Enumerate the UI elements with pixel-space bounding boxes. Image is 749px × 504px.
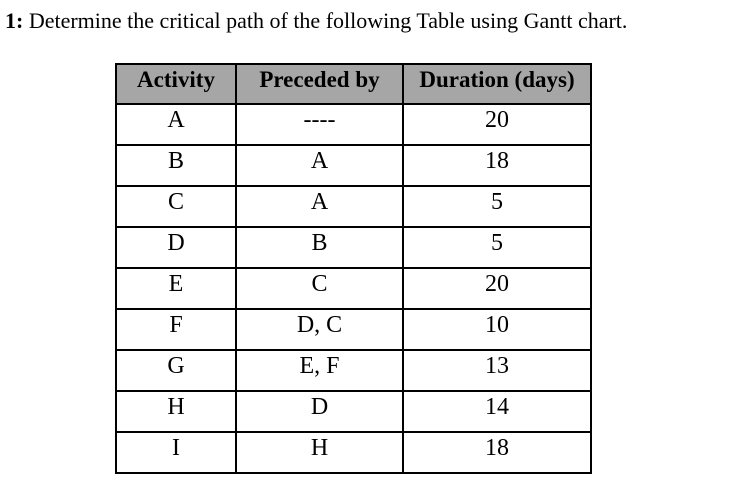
table-header-row: Activity Preceded by Duration (days) [115, 63, 592, 105]
cell-activity: G [115, 349, 237, 392]
table-row: F D, C 10 [115, 308, 592, 351]
cell-preceded-by: ---- [235, 103, 404, 146]
cell-activity: D [115, 226, 237, 269]
cell-preceded-by: A [235, 185, 404, 228]
cell-duration: 14 [402, 390, 592, 433]
question-number: 1: [5, 8, 24, 33]
cell-activity: C [115, 185, 237, 228]
table-row: E C 20 [115, 267, 592, 310]
table-row: B A 18 [115, 144, 592, 187]
table-row: A ---- 20 [115, 103, 592, 146]
table-row: G E, F 13 [115, 349, 592, 392]
cell-activity: B [115, 144, 237, 187]
header-duration-days: Duration (days) [402, 63, 592, 105]
table-row: D B 5 [115, 226, 592, 269]
cell-activity: E [115, 267, 237, 310]
question-title: 1: Determine the critical path of the fo… [5, 6, 627, 36]
cell-preceded-by: C [235, 267, 404, 310]
cell-activity: H [115, 390, 237, 433]
cell-preceded-by: E, F [235, 349, 404, 392]
cell-duration: 5 [402, 226, 592, 269]
cell-duration: 18 [402, 431, 592, 474]
header-preceded-by: Preceded by [235, 63, 404, 105]
cell-duration: 5 [402, 185, 592, 228]
table-row: H D 14 [115, 390, 592, 433]
cell-duration: 13 [402, 349, 592, 392]
cell-duration: 20 [402, 103, 592, 146]
table-row: I H 18 [115, 431, 592, 474]
question-text: Determine the critical path of the follo… [28, 8, 628, 33]
cell-preceded-by: H [235, 431, 404, 474]
cell-activity: F [115, 308, 237, 351]
cell-preceded-by: D [235, 390, 404, 433]
cell-duration: 18 [402, 144, 592, 187]
activity-table: Activity Preceded by Duration (days) A -… [115, 63, 592, 474]
cell-activity: I [115, 431, 237, 474]
cell-preceded-by: A [235, 144, 404, 187]
cell-duration: 10 [402, 308, 592, 351]
cell-activity: A [115, 103, 237, 146]
header-activity: Activity [115, 63, 237, 105]
cell-preceded-by: D, C [235, 308, 404, 351]
cell-duration: 20 [402, 267, 592, 310]
cell-preceded-by: B [235, 226, 404, 269]
table-row: C A 5 [115, 185, 592, 228]
